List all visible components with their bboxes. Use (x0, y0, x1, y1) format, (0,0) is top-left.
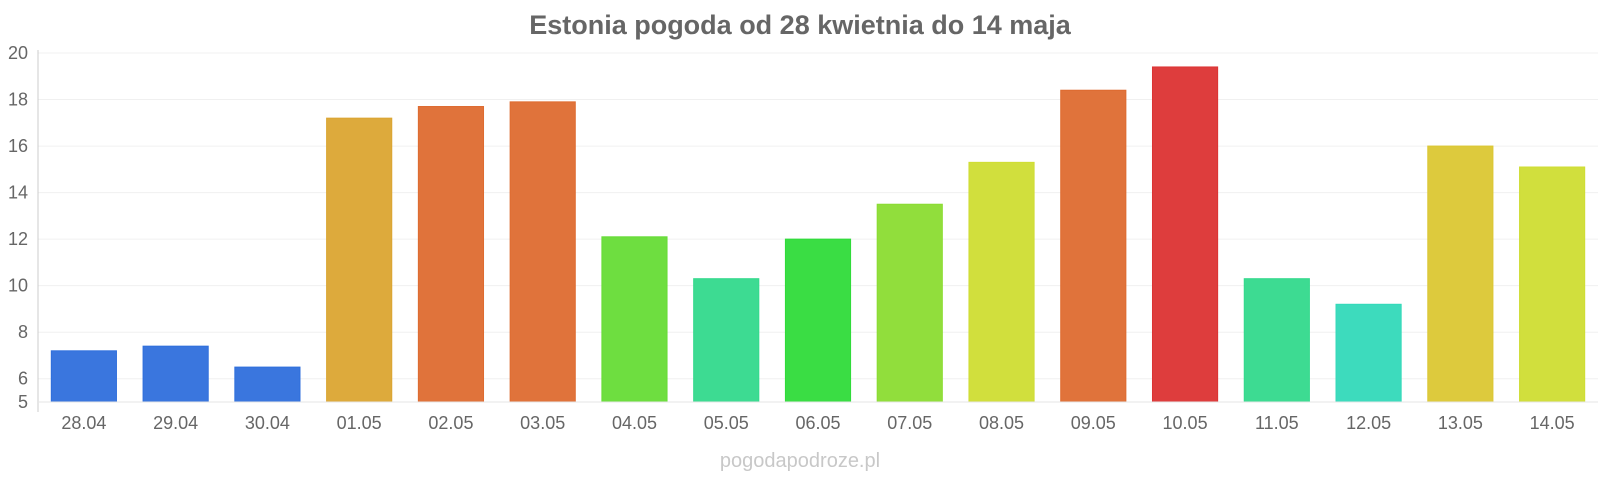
x-tick-label: 07.05 (887, 413, 932, 433)
bar-02.05 (417, 106, 485, 403)
bar-03.05 (509, 101, 576, 403)
y-tick-label: 6 (18, 369, 28, 389)
axes (37, 50, 1598, 412)
y-tick-label: 12 (8, 229, 28, 249)
x-tick-label: 11.05 (1255, 413, 1299, 433)
bar-04.05 (601, 236, 668, 403)
bar-14.05 (1519, 166, 1586, 403)
x-tick-label: 28.04 (61, 413, 106, 433)
x-tick-label: 05.05 (704, 413, 749, 433)
bar-05.05 (693, 278, 760, 403)
bar-01.05 (326, 117, 393, 403)
y-tick-label: 16 (8, 136, 28, 156)
y-tick-label: 14 (8, 183, 28, 203)
bar-06.05 (784, 238, 852, 403)
x-tick-label: 03.05 (520, 413, 565, 433)
bar-08.05 (968, 161, 1035, 403)
bar-13.05 (1427, 145, 1494, 403)
y-tick-label: 20 (8, 43, 28, 63)
y-tick-label: 5 (18, 392, 28, 412)
bar-12.05 (1335, 303, 1402, 403)
x-tick-label: 01.05 (337, 413, 382, 433)
bar-10.05 (1151, 66, 1219, 403)
x-tick-label: 02.05 (428, 413, 473, 433)
chart-title: Estonia pogoda od 28 kwietnia do 14 maja (529, 10, 1071, 40)
x-tick-label: 14.05 (1530, 413, 1575, 433)
x-tick-label: 10.05 (1163, 413, 1208, 433)
bar-30.04 (234, 366, 301, 403)
bar-09.05 (1060, 89, 1127, 403)
x-tick-label: 04.05 (612, 413, 657, 433)
x-tick-label: 30.04 (245, 413, 290, 433)
bars (50, 66, 1586, 403)
y-tick-labels: 5 6 8 10 12 14 16 18 20 (8, 43, 28, 412)
x-tick-label: 08.05 (979, 413, 1024, 433)
x-tick-label: 13.05 (1438, 413, 1483, 433)
bar-07.05 (876, 203, 943, 403)
x-tick-label: 29.04 (153, 413, 198, 433)
y-tick-label: 8 (18, 322, 28, 342)
watermark: pogodapodroze.pl (719, 450, 881, 472)
bar-29.04 (142, 345, 209, 403)
y-tick-label: 18 (8, 90, 28, 110)
bar-28.04 (50, 350, 117, 403)
x-tick-label: 09.05 (1071, 413, 1116, 433)
x-tick-label: 06.05 (795, 413, 840, 433)
x-tick-label: 12.05 (1346, 413, 1391, 433)
y-tick-label: 10 (8, 276, 28, 296)
bar-11.05 (1243, 278, 1310, 403)
x-tick-labels: 28.04 29.04 30.04 01.05 02.05 03.05 04.05 05.05… (61, 413, 1574, 433)
